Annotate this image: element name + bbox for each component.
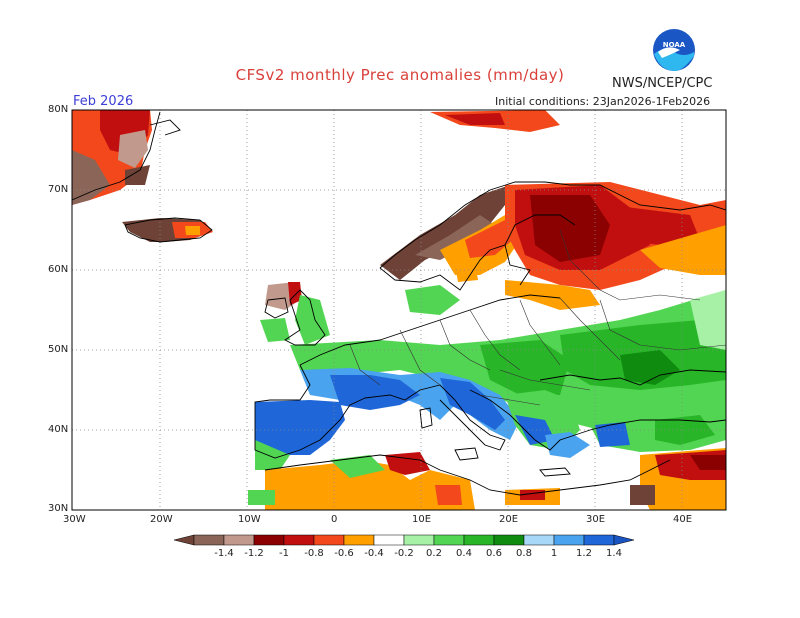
lat-label: 70N (48, 184, 69, 195)
anomaly-patches (72, 110, 726, 510)
lon-label: 10E (412, 514, 432, 525)
legend-label: 0.6 (486, 548, 502, 559)
legend-swatch (313, 534, 345, 546)
legend-swatch (373, 534, 405, 546)
lon-label: 20W (150, 514, 173, 525)
legend-swatch (553, 534, 585, 546)
legend-label: 0.4 (456, 548, 472, 559)
lon-label: 30E (586, 514, 606, 525)
legend-swatch (193, 534, 225, 546)
initial-conditions: Initial conditions: 23Jan2026-1Feb2026 (495, 95, 711, 108)
legend-label: -0.6 (334, 548, 354, 559)
legend-swatch (283, 534, 315, 546)
lon-label: 10W (238, 514, 261, 525)
lon-label: 40E (673, 514, 693, 525)
legend-label: -0.2 (394, 548, 414, 559)
lat-label: 60N (48, 264, 69, 275)
legend-swatch (463, 534, 495, 546)
coastlines (72, 111, 726, 496)
lat-label: 80N (48, 104, 69, 115)
legend-label: -1.4 (214, 548, 234, 559)
legend-label: 1.2 (576, 548, 592, 559)
forecast-month: Feb 2026 (73, 94, 134, 109)
legend-swatch (223, 534, 255, 546)
legend-arrow-right (613, 534, 635, 546)
legend-swatch (403, 534, 435, 546)
legend-label: -0.8 (304, 548, 324, 559)
noaa-logo-text: NOAA (663, 41, 686, 49)
legend-swatch (583, 534, 615, 546)
lon-label: 20E (499, 514, 519, 525)
legend-swatch (253, 534, 285, 546)
legend-swatch (523, 534, 555, 546)
color-legend: -1.4 -1.2 -1 -0.8 -0.6 -0.4 -0.2 0.2 0.4 0.6 0.8 1 1… (173, 534, 635, 559)
lon-label: 30W (63, 514, 86, 525)
legend-label: -1 (279, 548, 289, 559)
organization-label: NWS/NCEP/CPC (612, 76, 713, 91)
lon-label: 0 (331, 514, 338, 525)
lat-label: 50N (48, 344, 69, 355)
legend-label: 1.4 (606, 548, 622, 559)
legend-swatch (343, 534, 375, 546)
map-title: CFSv2 monthly Prec anomalies (mm/day) (235, 66, 565, 84)
graticule (72, 110, 726, 510)
noaa-logo-icon: NOAA (653, 29, 695, 72)
legend-swatch (493, 534, 525, 546)
legend-label: -0.4 (364, 548, 384, 559)
legend-label: 0.2 (426, 548, 442, 559)
legend-swatch (433, 534, 465, 546)
lat-label: 30N (48, 503, 69, 514)
legend-label: -1.2 (244, 548, 264, 559)
legend-label: 1 (551, 548, 557, 559)
legend-label: 0.8 (516, 548, 532, 559)
legend-arrow-left (173, 534, 195, 546)
map-frame (71, 109, 727, 511)
country-borders (349, 229, 726, 406)
lat-label: 40N (48, 424, 69, 435)
